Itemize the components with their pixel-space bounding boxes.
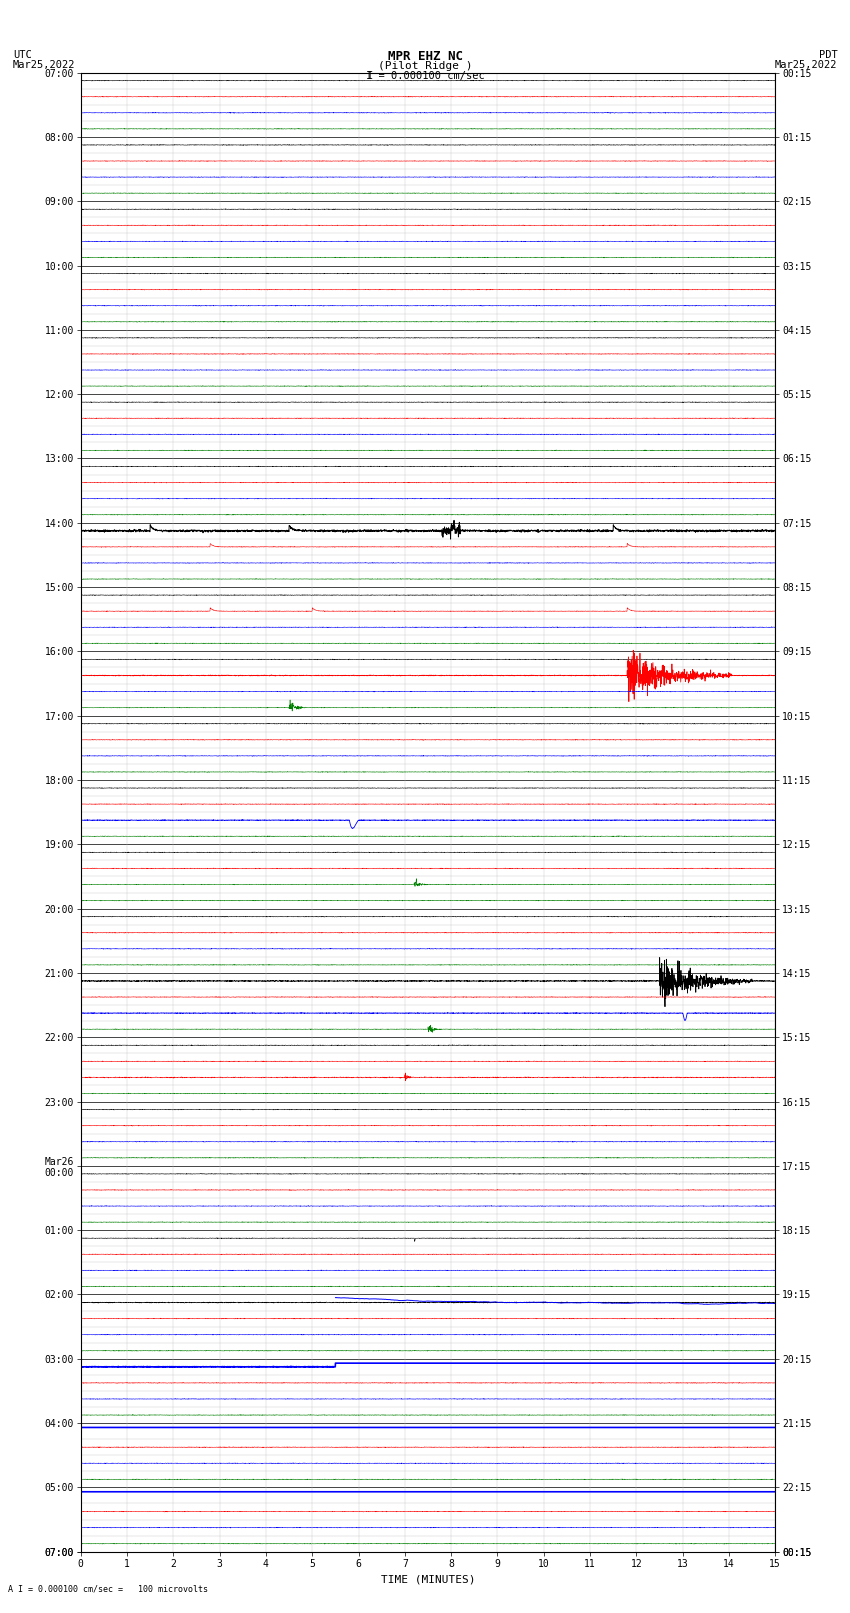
Text: Mar25,2022: Mar25,2022: [774, 60, 837, 69]
Text: I: I: [366, 71, 373, 81]
Text: PDT: PDT: [819, 50, 837, 60]
Text: MPR EHZ NC: MPR EHZ NC: [388, 50, 462, 63]
Text: (Pilot Ridge ): (Pilot Ridge ): [377, 61, 473, 71]
Text: I = 0.000100 cm/sec: I = 0.000100 cm/sec: [366, 71, 484, 81]
X-axis label: TIME (MINUTES): TIME (MINUTES): [381, 1574, 475, 1584]
Text: A I = 0.000100 cm/sec =   100 microvolts: A I = 0.000100 cm/sec = 100 microvolts: [8, 1584, 208, 1594]
Text: Mar25,2022: Mar25,2022: [13, 60, 76, 69]
Text: UTC: UTC: [13, 50, 31, 60]
